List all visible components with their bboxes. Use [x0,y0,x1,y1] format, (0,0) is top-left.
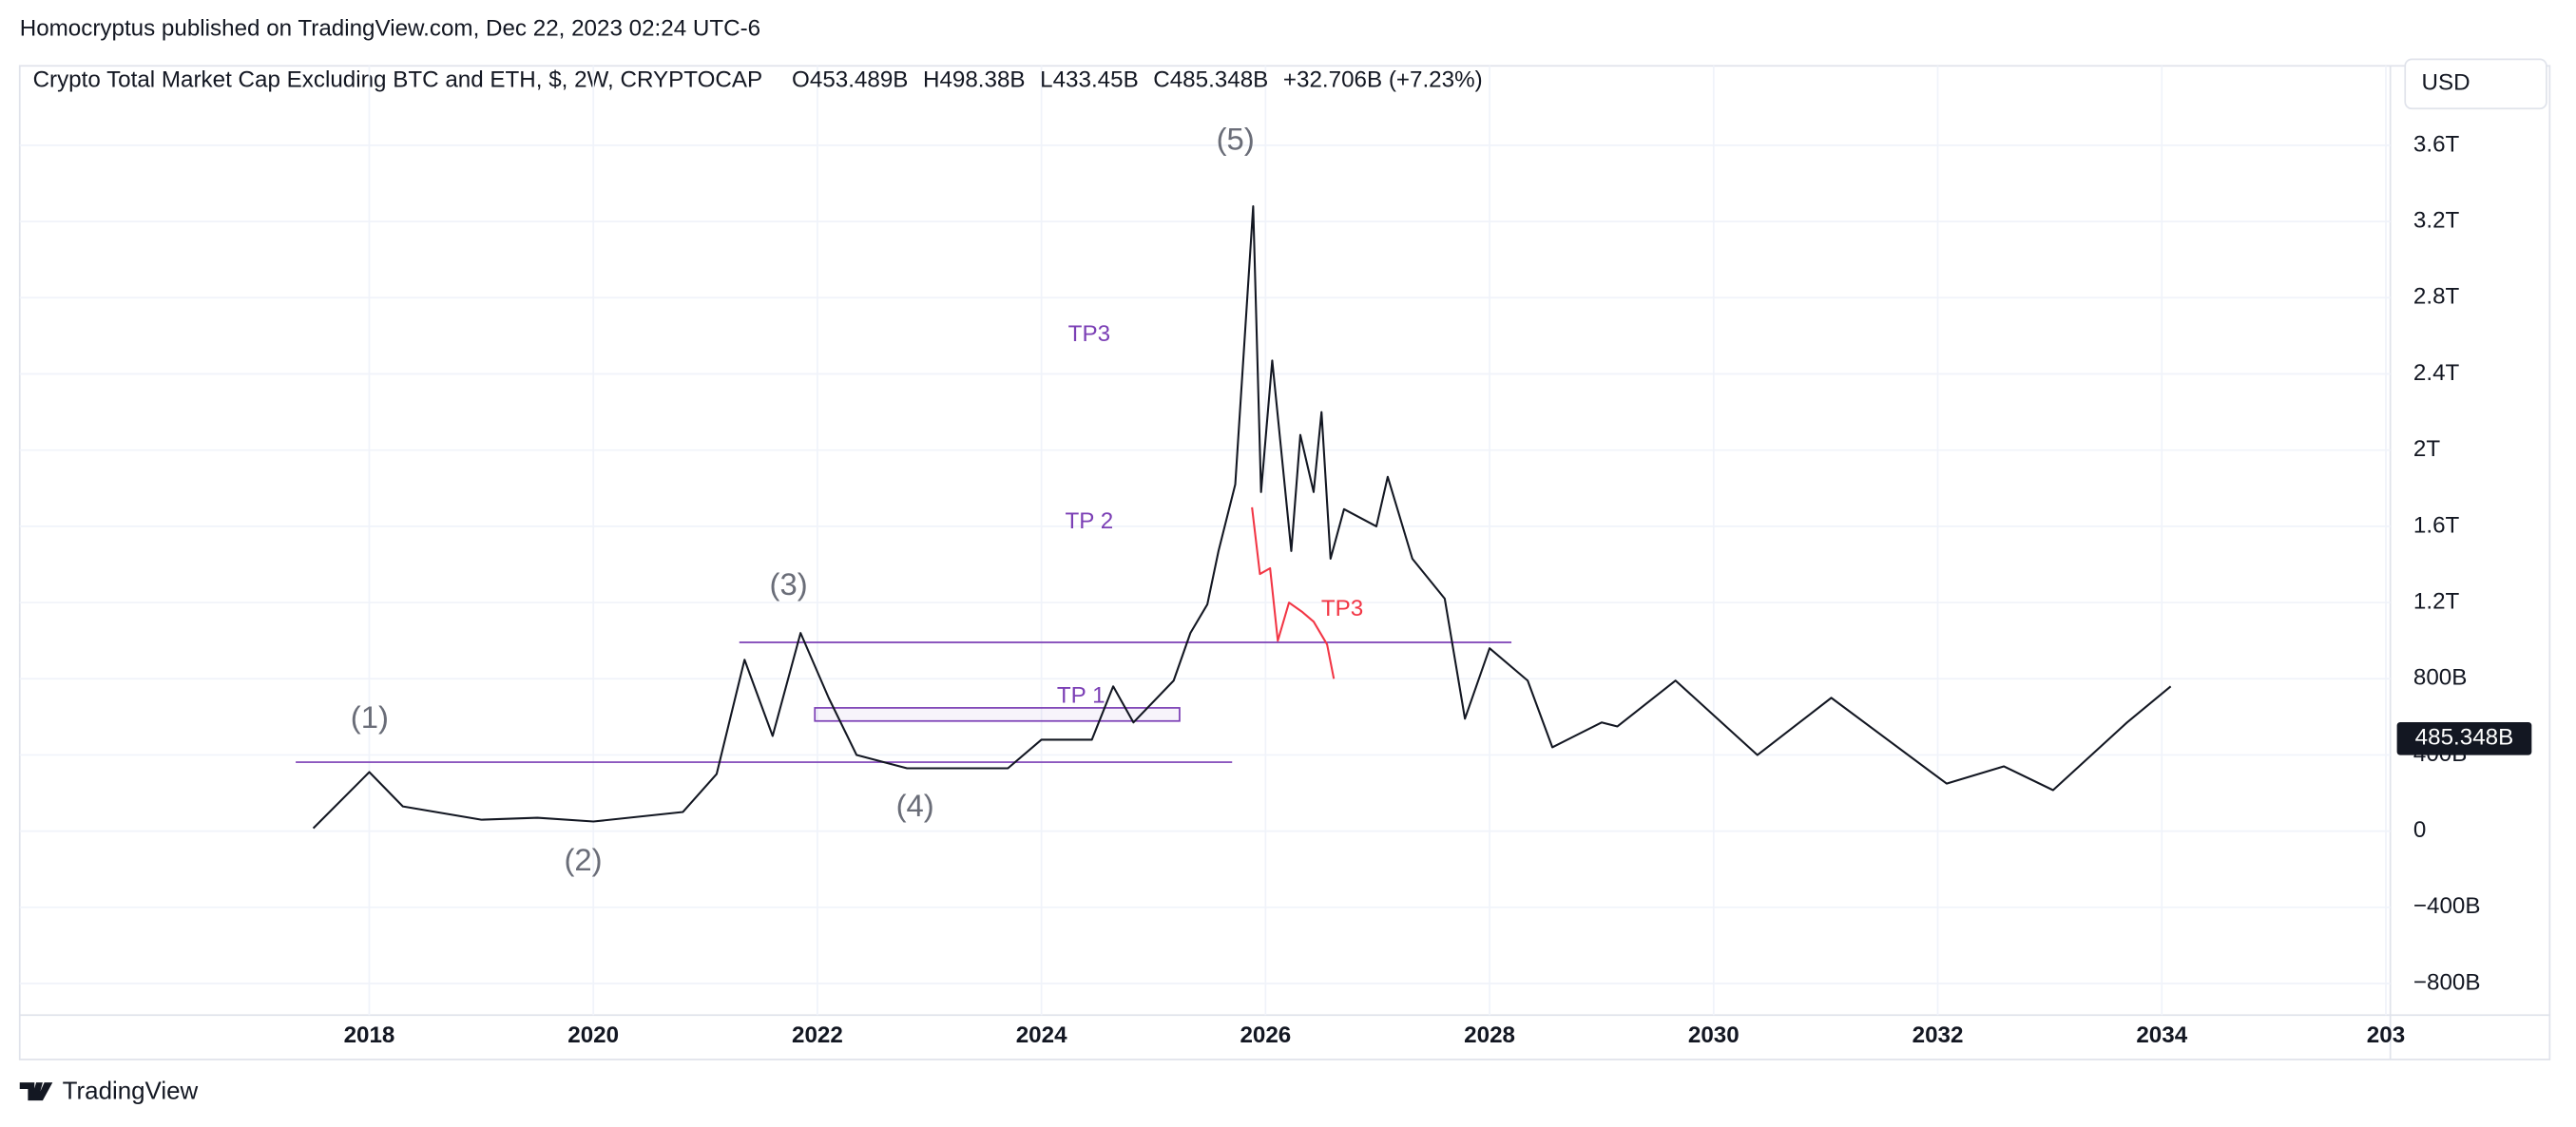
grid [19,66,2391,1016]
marks [312,205,2172,830]
ohlc-value: O453.489B [792,67,908,92]
x-tick-label: 2020 [567,1022,619,1048]
y-tick-label: 2T [2413,436,2440,462]
logo-icon [19,1082,53,1101]
x-tick-label: 2026 [1240,1022,1291,1048]
annotation: TP 2 [1066,508,1114,534]
x-tick-label: 2034 [2136,1022,2187,1048]
annotation: (5) [1217,121,1255,156]
x-tick-label: 203 [2367,1022,2405,1048]
y-tick-label: 1.2T [2413,588,2460,614]
y-tick-label: −800B [2413,969,2481,995]
price-line [1251,506,1336,679]
x-tick-label: 2018 [344,1022,395,1048]
chart-frame [18,65,2551,1060]
symbol-title: Crypto Total Market Cap Excluding BTC an… [33,67,763,92]
x-tick-label: 2032 [1913,1022,1964,1048]
y-tick-label: 3.6T [2413,131,2460,157]
logo: TradingView [19,1078,199,1104]
y-tick-label: 3.2T [2413,207,2460,233]
ohlc-value: H498.38B [923,67,1026,92]
y-tick-label: 0 [2413,817,2426,843]
header-title: Homocryptus published on TradingView.com… [20,16,760,42]
currency-label[interactable]: USD [2422,70,2470,96]
annotation: (2) [564,842,602,877]
y-tick-label: 1.6T [2413,512,2460,538]
last-price-label: 485.348B [2415,725,2514,751]
x-tick-label: 2024 [1016,1022,1067,1048]
ohlc-value: +32.706B (+7.23%) [1283,67,1483,92]
y-tick-label: 2.8T [2413,284,2460,310]
target-box [814,707,1181,722]
y-tick-label: −400B [2413,893,2481,919]
x-tick-label: 2022 [792,1022,843,1048]
ohlc-value: C485.348B [1153,67,1268,92]
x-tick-label: 2030 [1688,1022,1740,1048]
annotation: (4) [896,788,934,823]
annotation: (3) [770,566,808,602]
y-tick-label: 800B [2413,665,2468,691]
annotation: TP3 [1321,596,1363,621]
y-tick-label: 2.4T [2413,360,2460,386]
price-line [312,205,2172,830]
annotation: TP 1 [1057,682,1105,708]
x-tick-label: 2028 [1464,1022,1515,1048]
currency-button[interactable] [2404,58,2547,110]
ohlc-value: L433.45B [1040,67,1139,92]
logo-text: TradingView [63,1078,199,1104]
annotation: (1) [351,699,389,735]
annotation: TP3 [1068,321,1110,347]
labels: O453.489B H498.38B L433.45B C485.348B +32.70… [344,67,2532,1048]
last-price-box [2396,722,2532,755]
drawings [296,641,1512,763]
